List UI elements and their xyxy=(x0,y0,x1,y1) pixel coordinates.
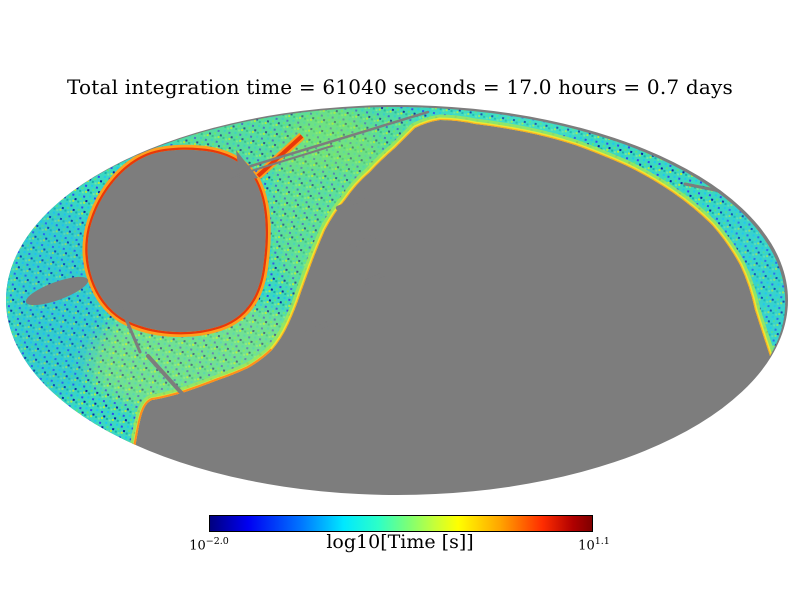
tick-min-exp: −2.0 xyxy=(205,536,229,547)
plot-title: Total integration time = 61040 seconds =… xyxy=(67,75,733,99)
far-left-void-sliver xyxy=(25,276,89,306)
colorbar-tick-min: 10−2.0 xyxy=(189,536,229,553)
tick-max-exp: 1.1 xyxy=(594,536,610,547)
colorbar-label: log10[Time [s]] xyxy=(326,531,474,553)
void-top-notch xyxy=(236,150,258,181)
sky-ellipse-unobserved xyxy=(6,105,788,495)
tick-min-base: 10 xyxy=(189,538,206,554)
colorbar-tick-max: 101.1 xyxy=(578,536,610,553)
colorbar xyxy=(209,515,593,532)
scan-gap-streaks xyxy=(116,110,722,400)
tick-max-base: 10 xyxy=(578,538,595,554)
